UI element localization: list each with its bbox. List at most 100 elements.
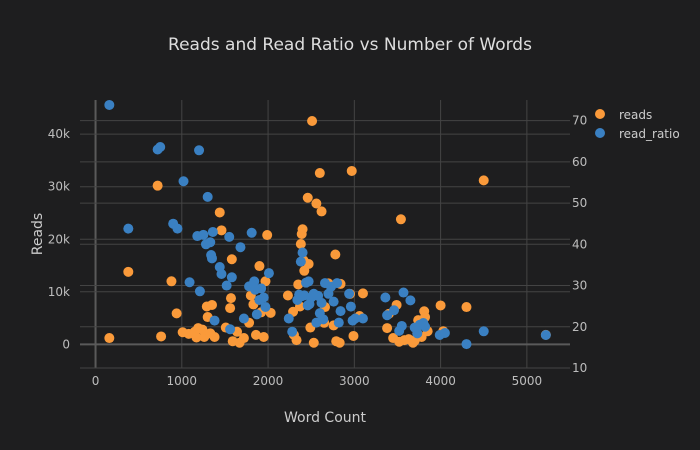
point-reads[interactable] — [210, 332, 220, 342]
y-tick-label: 40k — [48, 127, 70, 141]
point-reads[interactable] — [335, 338, 345, 348]
point-read-ratio[interactable] — [260, 302, 270, 312]
point-reads[interactable] — [348, 331, 358, 341]
point-reads[interactable] — [347, 166, 357, 176]
point-reads[interactable] — [153, 181, 163, 191]
point-read-ratio[interactable] — [203, 192, 213, 202]
point-reads[interactable] — [283, 290, 293, 300]
point-read-ratio[interactable] — [399, 288, 409, 298]
point-read-ratio[interactable] — [296, 257, 306, 267]
point-read-ratio[interactable] — [334, 318, 344, 328]
point-reads[interactable] — [123, 267, 133, 277]
point-reads[interactable] — [254, 261, 264, 271]
point-reads[interactable] — [317, 206, 327, 216]
point-reads[interactable] — [296, 239, 306, 249]
point-reads[interactable] — [239, 333, 249, 343]
point-read-ratio[interactable] — [123, 224, 133, 234]
point-read-ratio[interactable] — [224, 232, 234, 242]
point-read-ratio[interactable] — [346, 302, 356, 312]
point-reads[interactable] — [262, 230, 272, 240]
point-read-ratio[interactable] — [420, 322, 430, 332]
point-read-ratio[interactable] — [298, 248, 308, 258]
point-reads[interactable] — [215, 207, 225, 217]
point-read-ratio[interactable] — [479, 326, 489, 336]
point-read-ratio[interactable] — [194, 145, 204, 155]
point-read-ratio[interactable] — [155, 142, 165, 152]
point-read-ratio[interactable] — [317, 298, 327, 308]
point-read-ratio[interactable] — [235, 242, 245, 252]
point-reads[interactable] — [259, 332, 269, 342]
point-read-ratio[interactable] — [247, 228, 257, 238]
point-read-ratio[interactable] — [264, 268, 274, 278]
point-read-ratio[interactable] — [389, 305, 399, 315]
point-reads[interactable] — [172, 308, 182, 318]
point-read-ratio[interactable] — [208, 227, 218, 237]
point-read-ratio[interactable] — [461, 339, 471, 349]
point-read-ratio[interactable] — [318, 314, 328, 324]
point-read-ratio[interactable] — [198, 230, 208, 240]
point-read-ratio[interactable] — [239, 314, 249, 324]
y-tick-label: 0 — [62, 337, 70, 351]
point-read-ratio[interactable] — [284, 314, 294, 324]
point-read-ratio[interactable] — [541, 330, 551, 340]
point-read-ratio[interactable] — [210, 316, 220, 326]
point-reads[interactable] — [216, 225, 226, 235]
legend-label-read-ratio: read_ratio — [619, 127, 680, 141]
point-reads[interactable] — [396, 214, 406, 224]
point-reads[interactable] — [436, 300, 446, 310]
point-reads[interactable] — [307, 116, 317, 126]
y-tick-label: 10k — [48, 285, 70, 299]
point-read-ratio[interactable] — [256, 283, 266, 293]
point-reads[interactable] — [298, 224, 308, 234]
y2-tick-label: 10 — [572, 361, 587, 375]
point-reads[interactable] — [104, 333, 114, 343]
y2-tick-label: 50 — [572, 196, 587, 210]
point-reads[interactable] — [479, 175, 489, 185]
point-reads[interactable] — [303, 193, 313, 203]
point-read-ratio[interactable] — [336, 306, 346, 316]
point-read-ratio[interactable] — [287, 327, 297, 337]
y2-tick-label: 20 — [572, 320, 587, 334]
point-reads[interactable] — [315, 168, 325, 178]
point-read-ratio[interactable] — [252, 309, 262, 319]
point-read-ratio[interactable] — [329, 297, 339, 307]
point-read-ratio[interactable] — [205, 237, 215, 247]
y2-tick-label: 60 — [572, 155, 587, 169]
point-read-ratio[interactable] — [304, 276, 314, 286]
point-read-ratio[interactable] — [380, 292, 390, 302]
point-read-ratio[interactable] — [358, 314, 368, 324]
point-read-ratio[interactable] — [412, 328, 422, 338]
point-read-ratio[interactable] — [227, 272, 237, 282]
point-read-ratio[interactable] — [332, 278, 342, 288]
point-reads[interactable] — [207, 300, 217, 310]
point-reads[interactable] — [382, 323, 392, 333]
point-reads[interactable] — [225, 303, 235, 313]
point-read-ratio[interactable] — [344, 289, 354, 299]
point-read-ratio[interactable] — [172, 224, 182, 234]
point-read-ratio[interactable] — [225, 324, 235, 334]
point-reads[interactable] — [358, 288, 368, 298]
point-read-ratio[interactable] — [222, 281, 232, 291]
point-read-ratio[interactable] — [259, 292, 269, 302]
point-read-ratio[interactable] — [397, 321, 407, 331]
point-reads[interactable] — [309, 338, 319, 348]
point-reads[interactable] — [156, 331, 166, 341]
point-reads[interactable] — [166, 276, 176, 286]
point-reads[interactable] — [226, 293, 236, 303]
point-reads[interactable] — [330, 249, 340, 259]
point-read-ratio[interactable] — [216, 269, 226, 279]
y2-tick-label: 40 — [572, 237, 587, 251]
point-reads[interactable] — [227, 254, 237, 264]
point-read-ratio[interactable] — [405, 295, 415, 305]
point-read-ratio[interactable] — [195, 286, 205, 296]
point-read-ratio[interactable] — [185, 277, 195, 287]
point-read-ratio[interactable] — [179, 176, 189, 186]
point-read-ratio[interactable] — [104, 100, 114, 110]
point-reads[interactable] — [461, 302, 471, 312]
x-axis-title: Word Count — [284, 410, 367, 426]
point-read-ratio[interactable] — [207, 253, 217, 263]
y-tick-label: 30k — [48, 180, 70, 194]
x-tick-label: 2000 — [253, 374, 284, 388]
point-read-ratio[interactable] — [440, 328, 450, 338]
